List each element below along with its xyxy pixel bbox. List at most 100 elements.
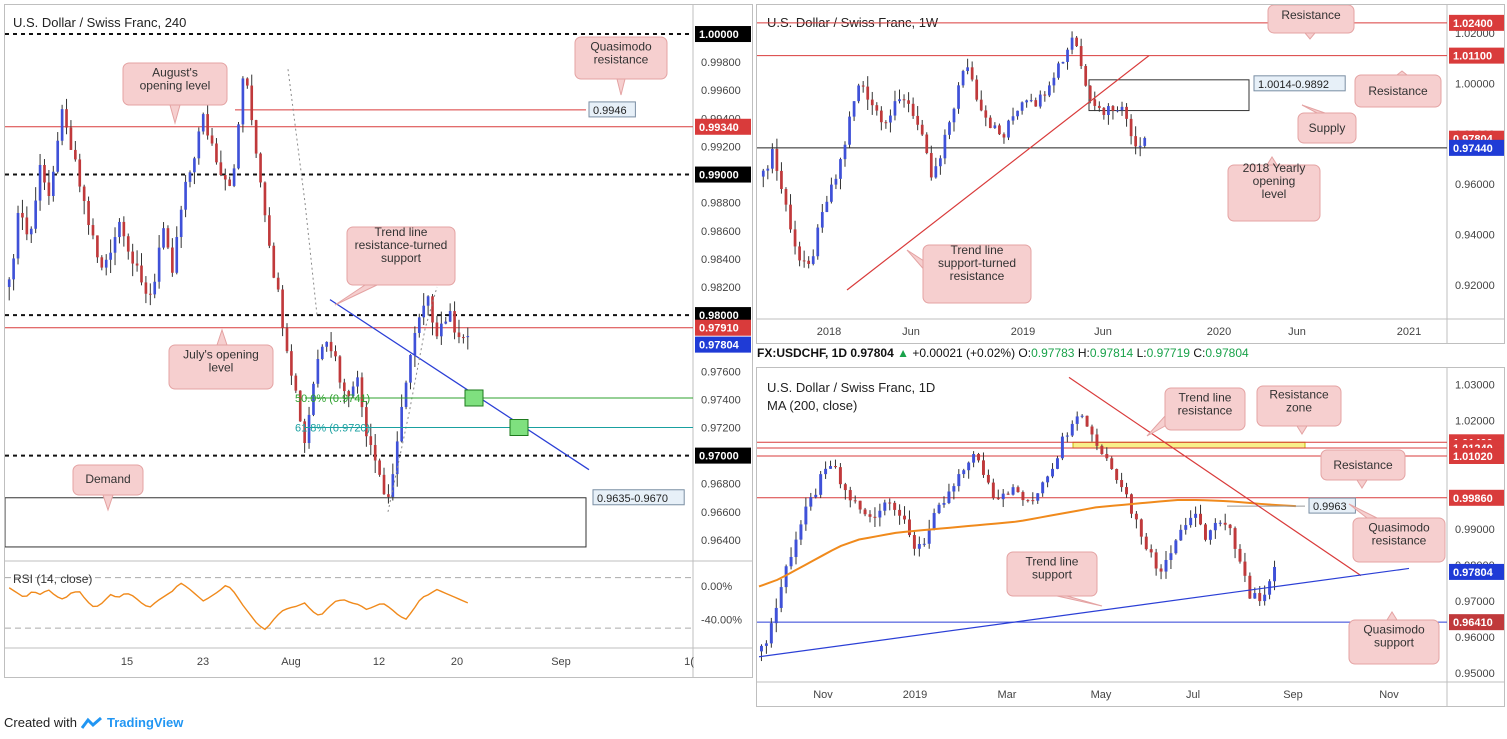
w1-candle-body	[789, 204, 792, 230]
close-label: C:	[1193, 346, 1206, 360]
w1-chart-panel[interactable]: U.S. Dollar / Swiss Franc, 1W 1.02000 1.0…	[756, 4, 1505, 344]
d1-candle-body	[1031, 500, 1035, 502]
w1-candle-body	[988, 117, 992, 129]
h4-candle-body	[56, 140, 60, 172]
w1-candle-body	[916, 115, 920, 125]
h4-candle-body	[435, 322, 439, 337]
d1-level-label-bg	[1449, 447, 1504, 464]
h4-rsi-tick: -40.00%	[701, 615, 742, 627]
w1-candle-body	[1002, 134, 1006, 138]
w1-level-label: 1.01100	[1453, 51, 1492, 63]
h4-candle-body	[285, 328, 289, 352]
d1-candle-body	[1273, 566, 1277, 582]
d1-candle-body	[1203, 524, 1207, 540]
h4-candle-body	[188, 172, 192, 182]
h4-x-tick: Aug	[281, 656, 301, 668]
d1-candle-body	[917, 544, 921, 549]
h4-level-label: 0.97000	[699, 451, 739, 463]
h4-chart-title: U.S. Dollar / Swiss Franc, 240	[13, 15, 187, 30]
d1-candle-body	[991, 482, 995, 499]
h4-level-label: 1.00000	[699, 29, 739, 41]
d1-candle-body	[1208, 530, 1212, 540]
footer-brand[interactable]: TradingView	[106, 715, 184, 730]
w1-candle-body	[875, 105, 879, 111]
w1-candle-body	[1029, 100, 1033, 102]
d1-callout-resistance-text: Resistance	[1333, 458, 1393, 472]
h4-candle-body	[307, 414, 311, 444]
h4-level-label: 0.99340	[699, 122, 739, 134]
h4-x-tick: 15	[121, 656, 133, 668]
w1-candle-body	[929, 153, 933, 178]
w1-candle-body	[979, 99, 983, 111]
h4-y-tick: 0.98600	[701, 226, 741, 238]
w1-candle-body	[761, 170, 765, 177]
d1-candle-body	[898, 509, 902, 516]
d1-level-label: 0.99860	[1453, 493, 1493, 505]
h4-candle-body	[74, 149, 77, 160]
h4-candle-body	[7, 279, 11, 287]
h4-candle-body	[91, 225, 95, 236]
h4-candle-body	[87, 201, 90, 226]
h4-chart-panel[interactable]: U.S. Dollar / Swiss Franc, 240 1.00000 0.…	[4, 4, 753, 678]
h4-candle-body	[179, 209, 183, 238]
d1-callout-resistance-pointer	[1356, 479, 1368, 489]
h4-candle-body	[166, 228, 170, 248]
w1-candle-body	[948, 122, 951, 135]
d1-y-tick: 0.96000	[1455, 632, 1495, 644]
h4-callout-july	[168, 328, 274, 390]
h4-rsi-label: RSI (14, close)	[13, 572, 92, 586]
h4-callout-quasimodo-box	[574, 36, 668, 80]
w1-callout-supply-text: Supply	[1309, 121, 1346, 135]
w1-level-label: 1.02400	[1453, 18, 1493, 30]
d1-chart-panel[interactable]: U.S. Dollar / Swiss Franc, 1D MA (200, c…	[756, 367, 1505, 707]
d1-candle-body	[1021, 492, 1025, 501]
w1-x-tick: 2021	[1397, 326, 1421, 338]
d1-candle-body	[1213, 522, 1217, 531]
w1-candle-body	[820, 212, 824, 228]
h4-y-tick: 0.97200	[701, 423, 741, 435]
h4-candle-body	[360, 377, 364, 408]
h4-candle-body	[223, 175, 227, 180]
w1-candle-body	[934, 166, 938, 178]
d1-candle-body	[883, 502, 887, 511]
close-value: 0.97804	[1205, 346, 1249, 360]
d1-candle-body	[903, 515, 907, 520]
h4-candle-body	[43, 164, 46, 183]
w1-candle-body	[1125, 106, 1128, 119]
d1-candle-body	[1233, 528, 1237, 549]
h4-marker-demand: 0.9635-0.9670	[597, 493, 668, 505]
w1-candle-body	[1048, 85, 1051, 96]
d1-chart-title: U.S. Dollar / Swiss Franc, 1D	[767, 380, 936, 395]
w1-y-tick: 0.92000	[1455, 280, 1495, 292]
d1-candle-body	[863, 509, 867, 515]
h4-candle-body	[104, 259, 108, 268]
d1-candle-body	[1243, 561, 1247, 576]
w1-candle-body	[1052, 77, 1056, 86]
h4-callout-trend	[334, 226, 456, 306]
w1-candle-body	[811, 256, 815, 264]
w1-marker-supply-bg	[1253, 75, 1346, 92]
h4-callout-quasimodo-text: Quasimodo resistance	[590, 39, 652, 66]
w1-candle-body	[780, 170, 783, 190]
w1-candle-body	[798, 246, 801, 261]
h4-candle-body	[347, 391, 351, 397]
d1-candle-body	[907, 519, 911, 536]
h4-candle-body	[373, 445, 377, 461]
d1-callout-trend-sup-pointer	[1056, 595, 1103, 607]
w1-candle-body	[866, 86, 870, 100]
d1-candle-body	[1258, 593, 1262, 602]
d1-candle-body	[937, 504, 941, 513]
h4-candle-body	[303, 421, 306, 444]
w1-candle-body	[998, 125, 1001, 135]
w1-candle-body	[830, 184, 833, 202]
w1-candle-body	[879, 110, 883, 123]
h4-level-label: 0.98000	[699, 310, 739, 322]
symbol-name: FX:USDCHF, 1D	[757, 346, 848, 360]
h4-level-label-bg	[695, 447, 751, 464]
d1-callout-qm-sup-text: Quasimodo support	[1363, 622, 1425, 649]
h4-callout-quasimodo-pointer	[616, 78, 626, 96]
h4-dotted-path-2	[287, 69, 318, 316]
d1-candle-body	[759, 645, 763, 652]
w1-candle-body	[825, 201, 829, 213]
h4-candle-body	[334, 351, 337, 357]
